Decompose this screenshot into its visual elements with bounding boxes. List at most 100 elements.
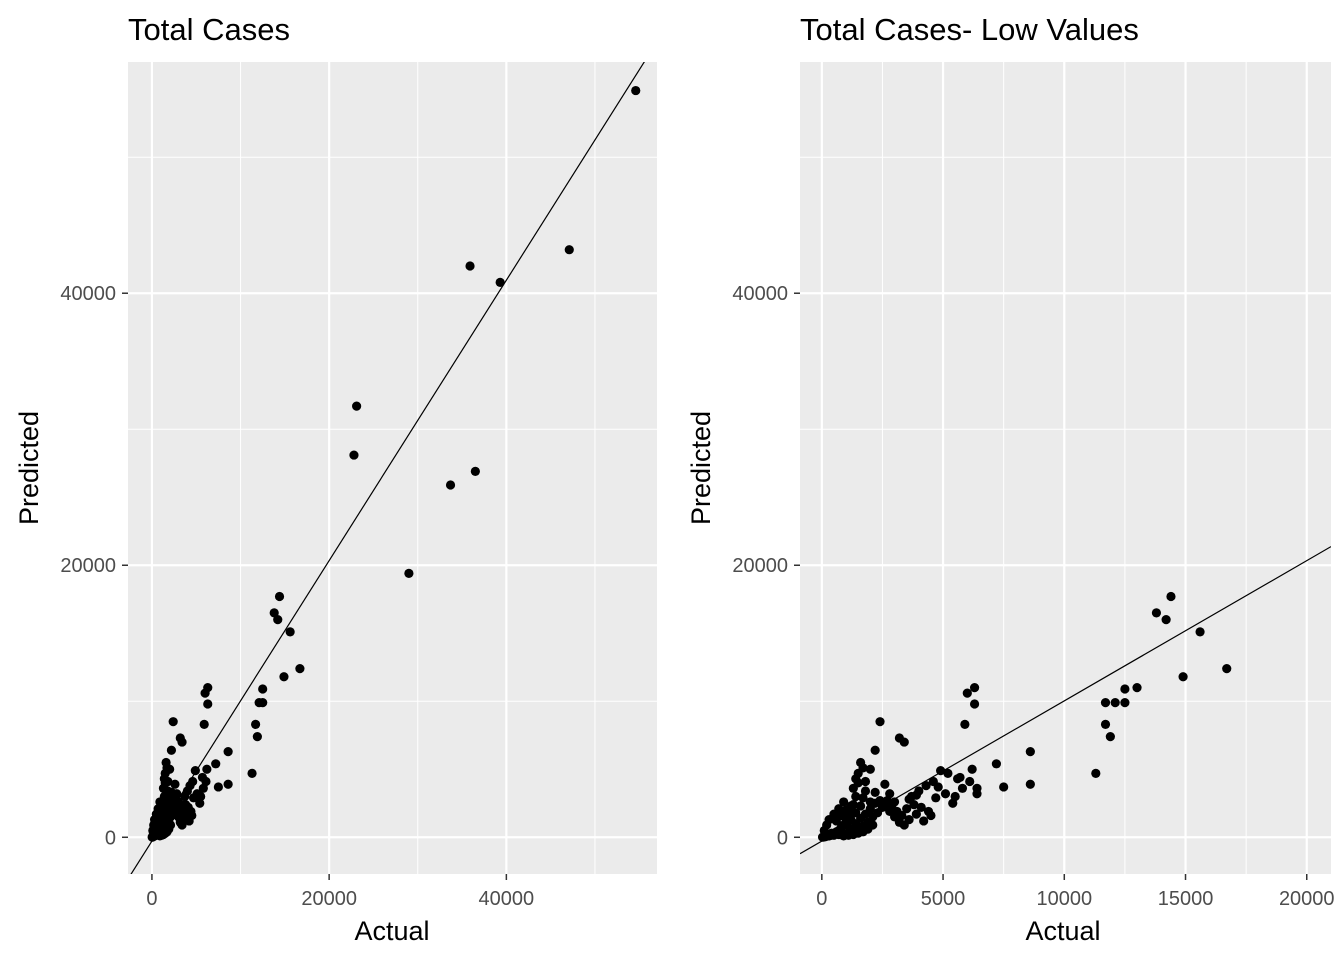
y-tick-label: 20000 xyxy=(60,555,116,577)
data-point xyxy=(162,763,172,773)
data-point xyxy=(856,801,866,811)
data-point xyxy=(848,783,858,793)
data-point xyxy=(1091,768,1101,778)
data-point xyxy=(969,699,980,709)
data-point xyxy=(960,719,970,729)
data-point xyxy=(1166,591,1176,602)
data-point xyxy=(1110,698,1120,708)
data-point xyxy=(858,763,868,773)
data-point xyxy=(860,776,871,787)
data-point xyxy=(1120,684,1130,694)
data-point xyxy=(258,684,268,694)
x-tick-label: 0 xyxy=(816,888,827,910)
data-point xyxy=(157,801,168,811)
reference-line-group xyxy=(130,62,645,874)
reference-line-group xyxy=(800,546,1331,855)
x-tick-label: 40000 xyxy=(479,888,535,910)
y-axis-title: Predicted xyxy=(686,411,716,525)
data-point xyxy=(250,719,261,729)
data-point xyxy=(279,672,289,682)
x-tick-label: 15000 xyxy=(1158,888,1214,910)
data-point xyxy=(203,699,213,709)
data-point xyxy=(269,608,279,618)
data-point xyxy=(940,789,951,799)
data-point xyxy=(158,783,169,793)
data-point xyxy=(999,782,1009,792)
x-axis-title: Actual xyxy=(354,916,429,946)
chart-title: Total Cases- Low Values xyxy=(800,12,1139,47)
data-point xyxy=(839,797,849,807)
data-point xyxy=(894,733,905,743)
data-point xyxy=(168,717,178,727)
data-point xyxy=(1132,683,1142,693)
data-point xyxy=(875,717,885,727)
data-point xyxy=(1120,698,1130,708)
y-axis-title: Predicted xyxy=(14,411,44,525)
data-point xyxy=(943,768,953,778)
x-tick-label: 0 xyxy=(146,888,157,910)
x-tick-label: 5000 xyxy=(921,888,966,910)
reference-line xyxy=(800,546,1331,855)
x-tick-label: 20000 xyxy=(301,888,357,910)
y-tick-label: 0 xyxy=(777,827,788,849)
data-point xyxy=(1100,698,1111,708)
data-point xyxy=(1105,732,1115,742)
data-point xyxy=(931,793,941,803)
plot-background xyxy=(128,62,657,874)
data-point xyxy=(926,810,936,821)
data-point xyxy=(192,789,202,799)
data-point xyxy=(170,779,180,789)
x-tick-label: 10000 xyxy=(1036,888,1092,910)
data-point xyxy=(916,802,926,812)
data-point xyxy=(465,261,475,271)
data-point xyxy=(258,698,268,708)
data-point xyxy=(1100,719,1111,729)
data-point xyxy=(470,466,480,477)
data-point xyxy=(200,688,210,698)
data-point xyxy=(273,615,283,625)
data-point xyxy=(213,782,223,792)
data-point xyxy=(247,768,257,778)
panel-total-cases-low-values: Total Cases- Low Values 0 5000 10000 15000 2… xyxy=(686,12,1335,946)
data-point xyxy=(904,794,914,804)
data-point xyxy=(195,798,205,808)
data-point xyxy=(839,831,849,841)
data-point xyxy=(870,745,880,755)
data-point xyxy=(211,759,221,769)
data-point xyxy=(921,780,931,791)
data-point xyxy=(187,810,197,821)
data-point xyxy=(166,798,177,808)
data-point xyxy=(223,779,233,789)
data-point xyxy=(1161,615,1171,625)
data-point xyxy=(969,683,980,693)
y-tick-label: 40000 xyxy=(60,283,116,305)
plot-background xyxy=(800,62,1331,874)
major-gridlines xyxy=(128,62,657,874)
data-point xyxy=(180,791,190,802)
data-point xyxy=(880,779,890,789)
data-point xyxy=(175,733,185,743)
data-point xyxy=(870,787,880,797)
panel-total-cases: Total Cases 0 20000 40000 0 20000 40000 Actu… xyxy=(14,12,657,946)
data-point xyxy=(933,782,943,792)
data-point xyxy=(911,790,921,800)
data-point xyxy=(295,664,305,674)
data-point xyxy=(858,793,868,803)
data-point xyxy=(148,825,158,836)
data-point xyxy=(495,277,505,287)
data-point xyxy=(352,401,362,411)
data-point xyxy=(564,245,574,255)
data-point xyxy=(631,85,641,96)
chart-title: Total Cases xyxy=(128,12,290,47)
data-point xyxy=(199,719,209,729)
data-point xyxy=(223,746,233,757)
data-point xyxy=(965,776,975,787)
data-point xyxy=(967,764,977,774)
data-point xyxy=(902,804,912,814)
reference-line xyxy=(130,62,645,874)
y-tick-label: 40000 xyxy=(732,283,788,305)
data-point xyxy=(953,774,963,784)
data-point xyxy=(962,688,972,698)
